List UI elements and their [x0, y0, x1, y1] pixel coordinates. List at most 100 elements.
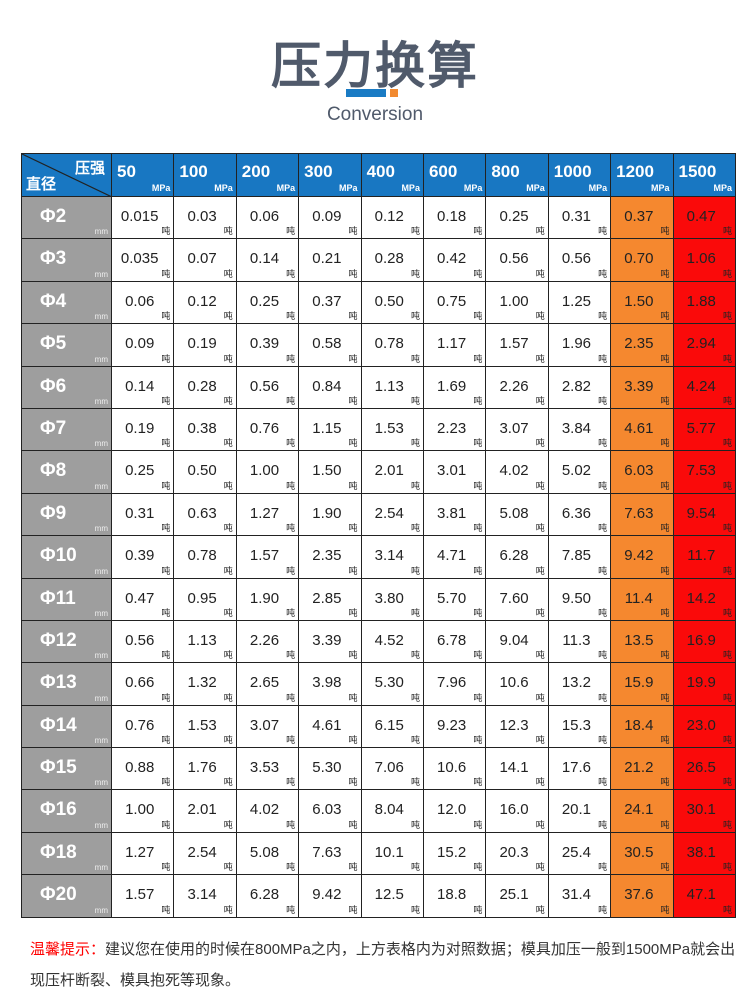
tonnage-unit: 吨 — [161, 735, 171, 746]
table-row: Φ11 mm 0.47 吨 0.95 吨 1.90 吨 2.85 吨 3.80 吨 5.70 吨 7.60 吨… — [21, 577, 737, 621]
tonnage-cell: 0.09 吨 — [110, 323, 175, 367]
tonnage-unit: 吨 — [535, 607, 545, 618]
tonnage-cell: 1.06 吨 — [672, 238, 737, 282]
pressure-unit: MPa — [151, 183, 171, 193]
tonnage-value: 5.08 — [249, 843, 280, 861]
tonnage-cell: 30.1 吨 — [672, 789, 737, 833]
tonnage-cell: 1.25 吨 — [547, 280, 612, 325]
tonnage-unit: 吨 — [535, 438, 545, 449]
diameter-unit: mm — [94, 227, 108, 237]
tonnage-unit: 吨 — [348, 862, 358, 873]
tonnage-value: 4.52 — [374, 631, 404, 649]
tonnage-value: 6.78 — [437, 631, 467, 649]
tonnage-unit: 吨 — [473, 692, 483, 703]
tonnage-value: 3.07 — [249, 716, 280, 734]
tonnage-value: 7.06 — [374, 759, 404, 777]
tonnage-unit: 吨 — [473, 904, 483, 915]
tonnage-unit: 吨 — [223, 692, 233, 703]
tonnage-cell: 6.28 吨 — [485, 535, 549, 579]
tonnage-unit: 吨 — [161, 565, 171, 576]
tonnage-value: 3.80 — [374, 589, 404, 607]
tonnage-value: 0.56 — [125, 631, 155, 649]
tonnage-cell: 0.12 吨 — [173, 280, 237, 325]
tonnage-unit: 吨 — [473, 268, 483, 279]
tonnage-cell: 0.07 吨 — [173, 238, 237, 282]
diameter-unit: mm — [94, 778, 108, 788]
diameter-value: Φ6 — [40, 375, 67, 397]
tonnage-value: 11.3 — [562, 631, 591, 649]
tonnage-value: 5.70 — [437, 589, 467, 607]
tonnage-value: 0.25 — [249, 292, 280, 310]
tonnage-value: 1.25 — [561, 292, 592, 310]
tonnage-cell: 0.09 吨 — [298, 195, 362, 240]
tonnage-cell: 23.0 吨 — [672, 704, 737, 749]
table-row: Φ18 mm 1.27 吨 2.54 吨 5.08 吨 7.63 吨 10.1 吨 15.2 吨 20.3 吨… — [21, 831, 737, 876]
diameter-value: Φ18 — [40, 841, 77, 863]
tonnage-unit: 吨 — [598, 395, 608, 406]
table-row: Φ3 mm 0.035 吨 0.07 吨 0.14 吨 0.21 吨 0.28 吨 0.42 吨 0.56 吨… — [21, 238, 737, 282]
diameter-value: Φ8 — [40, 460, 67, 482]
tonnage-value: 20.1 — [561, 801, 592, 819]
table-row: Φ8 mm 0.25 吨 0.50 吨 1.00 吨 1.50 吨 2.01 吨 3.01 吨 4.02 吨 5… — [21, 450, 737, 494]
tonnage-cell: 1.90 吨 — [235, 577, 300, 621]
tonnage-unit: 吨 — [473, 735, 483, 746]
table-row: Φ7 mm 0.19 吨 0.38 吨 0.76 吨 1.15 吨 1.53 吨 2.23 吨 3.07 吨 3… — [21, 407, 737, 452]
tonnage-value: 0.14 — [249, 250, 280, 268]
diameter-unit: mm — [94, 651, 108, 661]
tonnage-value: 0.06 — [249, 208, 280, 225]
tonnage-cell: 0.28 吨 — [173, 365, 237, 409]
tonnage-cell: 1.88 吨 — [672, 280, 737, 325]
tonnage-value: 0.37 — [624, 208, 654, 225]
tonnage-value: 31.4 — [561, 886, 592, 904]
tonnage-cell: 7.53 吨 — [672, 450, 737, 494]
tonnage-unit: 吨 — [535, 395, 545, 406]
tonnage-cell: 0.015 吨 — [110, 195, 175, 240]
tonnage-value: 0.38 — [187, 419, 217, 437]
tonnage-unit: 吨 — [598, 226, 608, 237]
tonnage-unit: 吨 — [722, 565, 732, 576]
tonnage-unit: 吨 — [348, 650, 358, 661]
diameter-cell: Φ10 mm — [21, 535, 112, 579]
tonnage-unit: 吨 — [410, 692, 420, 703]
tonnage-unit: 吨 — [598, 565, 608, 576]
tonnage-unit: 吨 — [223, 353, 233, 364]
tonnage-value: 5.30 — [312, 759, 342, 777]
tonnage-unit: 吨 — [598, 819, 608, 830]
tonnage-unit: 吨 — [223, 523, 233, 534]
tonnage-cell: 13.5 吨 — [610, 619, 674, 664]
tonnage-value: 1.50 — [312, 462, 342, 480]
tonnage-value: 3.14 — [187, 886, 217, 904]
tonnage-cell: 18.4 吨 — [610, 704, 674, 749]
tonnage-unit: 吨 — [660, 311, 670, 322]
tonnage-cell: 0.63 吨 — [173, 492, 237, 537]
tonnage-unit: 吨 — [722, 607, 732, 618]
tonnage-cell: 0.75 吨 — [422, 280, 487, 325]
tonnage-unit: 吨 — [223, 650, 233, 661]
tonnage-cell: 20.3 吨 — [485, 831, 549, 876]
tonnage-cell: 3.01 吨 — [422, 450, 487, 494]
tonnage-value: 0.50 — [374, 292, 404, 310]
tonnage-cell: 3.84 吨 — [547, 407, 612, 452]
tonnage-unit: 吨 — [660, 268, 670, 279]
tonnage-value: 9.04 — [499, 631, 529, 649]
corner-pressure-label: 压强 — [74, 160, 105, 177]
tonnage-unit: 吨 — [161, 819, 171, 830]
title-accent-bar-orange — [390, 89, 398, 97]
diameter-cell: Φ2 mm — [21, 195, 112, 240]
tonnage-unit: 吨 — [410, 777, 420, 788]
tonnage-unit: 吨 — [598, 650, 608, 661]
tonnage-cell: 0.12 吨 — [360, 195, 424, 240]
tonnage-unit: 吨 — [598, 904, 608, 915]
diameter-unit: mm — [94, 481, 108, 491]
pressure-unit: MPa — [339, 183, 358, 193]
table-row: Φ6 mm 0.14 吨 0.28 吨 0.56 吨 0.84 吨 1.13 吨 1.69 吨 2.26 吨 2… — [21, 365, 737, 409]
tonnage-unit: 吨 — [348, 226, 358, 237]
tonnage-unit: 吨 — [535, 268, 545, 279]
tonnage-value: 0.19 — [125, 419, 155, 437]
tonnage-unit: 吨 — [410, 607, 420, 618]
tonnage-unit: 吨 — [473, 395, 483, 406]
tonnage-cell: 37.6 吨 — [610, 874, 674, 918]
diameter-value: Φ4 — [40, 290, 67, 312]
page-title: 压力换算 — [271, 37, 479, 95]
tonnage-cell: 10.6 吨 — [422, 747, 487, 791]
